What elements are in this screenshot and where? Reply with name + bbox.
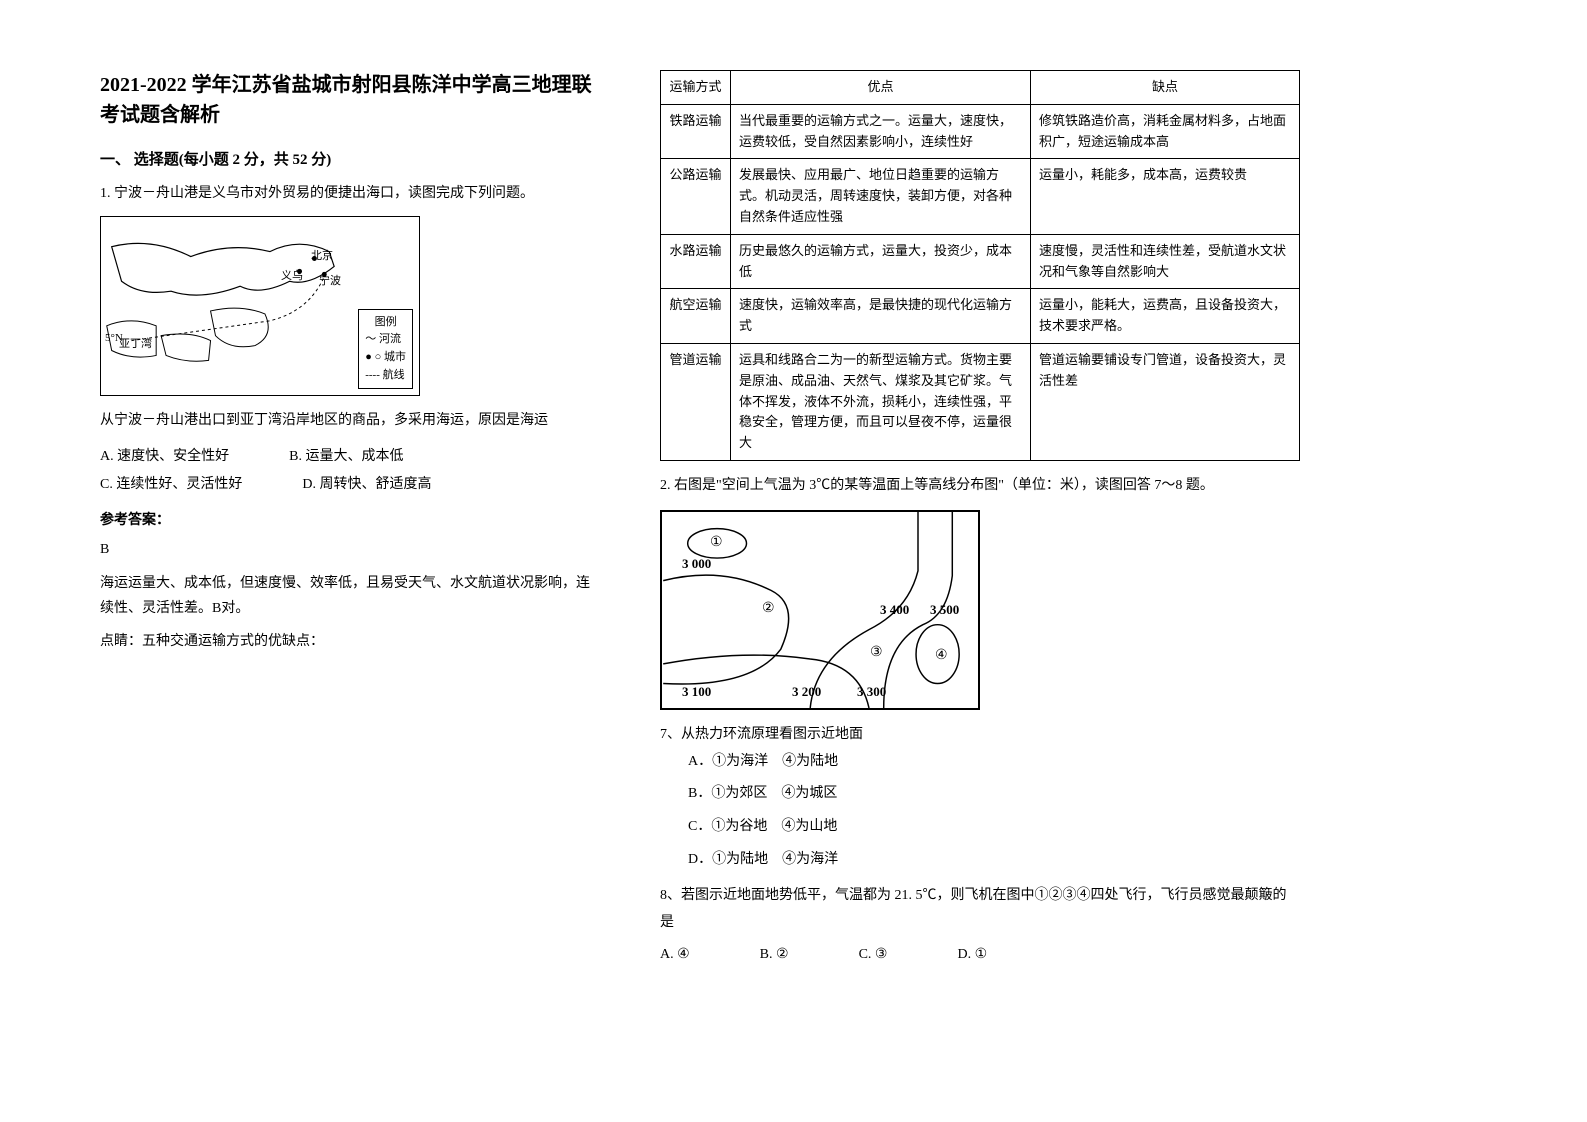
cell-mode: 铁路运输: [661, 104, 731, 159]
th-pros: 优点: [731, 71, 1031, 105]
contour-3500: 3 500: [930, 602, 959, 618]
q2-stem: 2. 右图是"空间上气温为 3℃的某等温面上等高线分布图"（单位：米），读图回答…: [660, 473, 1300, 498]
cell-mode: 管道运输: [661, 343, 731, 460]
legend-river: ～ 河流: [365, 331, 406, 349]
th-cons: 缺点: [1031, 71, 1300, 105]
cell-mode: 公路运输: [661, 159, 731, 234]
transport-table: 运输方式 优点 缺点 铁路运输当代最重要的运输方式之一。运量大，速度快，运费较低…: [660, 70, 1300, 461]
table-row: 公路运输发展最快、应用最广、地位日趋重要的运输方式。机动灵活，周转速度快，装卸方…: [661, 159, 1300, 234]
contour-3100: 3 100: [682, 684, 711, 700]
contour-3000: 3 000: [682, 556, 711, 572]
q7-stem: 7、从热力环流原理看图示近地面: [660, 722, 1300, 749]
q8-option-c: C. ③: [859, 942, 888, 969]
q8-stem: 8、若图示近地面地势低平，气温都为 21. 5℃，则飞机在图中①②③④四处飞行，…: [660, 883, 1300, 936]
q8-option-a: A. ④: [660, 942, 690, 969]
cell-cons: 管道运输要铺设专门管道，设备投资大，灵活性差: [1031, 343, 1300, 460]
answer-tip: 点睛：五种交通运输方式的优缺点：: [100, 629, 600, 654]
cell-pros: 速度快，运输效率高，是最快捷的现代化运输方式: [731, 289, 1031, 344]
table-row: 航空运输速度快，运输效率高，是最快捷的现代化运输方式运量小，能耗大，运费高，且设…: [661, 289, 1300, 344]
cell-pros: 运具和线路合二为一的新型运输方式。货物主要是原油、成品油、天然气、煤浆及其它矿浆…: [731, 343, 1031, 460]
legend-city: ● ○ 城市: [365, 349, 406, 367]
cell-mode: 航空运输: [661, 289, 731, 344]
q1-sub-stem: 从宁波－舟山港出口到亚丁湾沿岸地区的商品，多采用海运，原因是海运: [100, 408, 600, 433]
answer-label: 参考答案：: [100, 509, 600, 529]
q1-option-b: B. 运量大、成本低: [289, 443, 403, 471]
q1-options: A. 速度快、安全性好 B. 运量大、成本低 C. 连续性好、灵活性好 D. 周…: [100, 443, 600, 499]
table-row: 铁路运输当代最重要的运输方式之一。运量大，速度快，运费较低，受自然因素影响小，连…: [661, 104, 1300, 159]
marker-3: ③: [870, 644, 883, 661]
map-figure: 北京 义乌 宁波 亚丁湾 5°N 图例 ～ 河流 ● ○ 城市 ---- 航线: [100, 216, 420, 396]
q1-option-a: A. 速度快、安全性好: [100, 443, 229, 471]
answer-value: B: [100, 537, 600, 562]
answer-explanation: 海运运量大、成本低，但速度慢、效率低，且易受天气、水文航道状况影响，连续性、灵活…: [100, 571, 600, 621]
map-label-yading: 亚丁湾: [119, 335, 152, 351]
cell-mode: 水路运输: [661, 234, 731, 289]
cell-pros: 发展最快、应用最广、地位日趋重要的运输方式。机动灵活，周转速度快，装卸方便，对各…: [731, 159, 1031, 234]
q8-option-d: D. ①: [957, 942, 987, 969]
legend-title: 图例: [365, 314, 406, 332]
contour-3200: 3 200: [792, 684, 821, 700]
q7-option-a: A．①为海洋 ④为陆地: [688, 749, 1300, 776]
exam-title: 2021-2022 学年江苏省盐城市射阳县陈洋中学高三地理联考试题含解析: [100, 70, 600, 130]
q7-option-d: D．①为陆地 ④为海洋: [688, 847, 1300, 874]
cell-pros: 历史最悠久的运输方式，运量大，投资少，成本低: [731, 234, 1031, 289]
q8-option-b: B. ②: [760, 942, 789, 969]
map-label-ningbo: 宁波: [319, 272, 341, 288]
map-label-lat: 5°N: [105, 332, 123, 344]
q7-option-b: B．①为郊区 ④为城区: [688, 781, 1300, 808]
map-label-beijing: 北京: [311, 247, 333, 263]
q1-option-d: D. 周转快、舒适度高: [302, 471, 431, 499]
cell-cons: 运量小，耗能多，成本高，运费较贵: [1031, 159, 1300, 234]
contour-3300: 3 300: [857, 684, 886, 700]
cell-pros: 当代最重要的运输方式之一。运量大，速度快，运费较低，受自然因素影响小，连续性好: [731, 104, 1031, 159]
q7-option-c: C．①为谷地 ④为山地: [688, 814, 1300, 841]
th-mode: 运输方式: [661, 71, 731, 105]
cell-cons: 修筑铁路造价高，消耗金属材料多，占地面积广，短途运输成本高: [1031, 104, 1300, 159]
contour-3400: 3 400: [880, 602, 909, 618]
section-header: 一、 选择题(每小题 2 分，共 52 分): [100, 148, 600, 169]
map-label-yiwu: 义乌: [281, 267, 303, 283]
table-row: 管道运输运具和线路合二为一的新型运输方式。货物主要是原油、成品油、天然气、煤浆及…: [661, 343, 1300, 460]
legend-route: ---- 航线: [365, 367, 406, 385]
cell-cons: 速度慢，灵活性和连续性差，受航道水文状况和气象等自然影响大: [1031, 234, 1300, 289]
q1-option-c: C. 连续性好、灵活性好: [100, 471, 242, 499]
marker-1: ①: [710, 534, 723, 551]
marker-2: ②: [762, 600, 775, 617]
map-legend: 图例 ～ 河流 ● ○ 城市 ---- 航线: [358, 309, 413, 389]
contour-chart: ① 3 000 ② 3 400 3 500 ③ ④ 3 100 3 200 3 …: [660, 510, 980, 710]
marker-4: ④: [935, 647, 948, 664]
table-row: 水路运输历史最悠久的运输方式，运量大，投资少，成本低速度慢，灵活性和连续性差，受…: [661, 234, 1300, 289]
q1-stem: 1. 宁波－舟山港是义乌市对外贸易的便捷出海口，读图完成下列问题。: [100, 181, 600, 206]
cell-cons: 运量小，能耗大，运费高，且设备投资大，技术要求严格。: [1031, 289, 1300, 344]
